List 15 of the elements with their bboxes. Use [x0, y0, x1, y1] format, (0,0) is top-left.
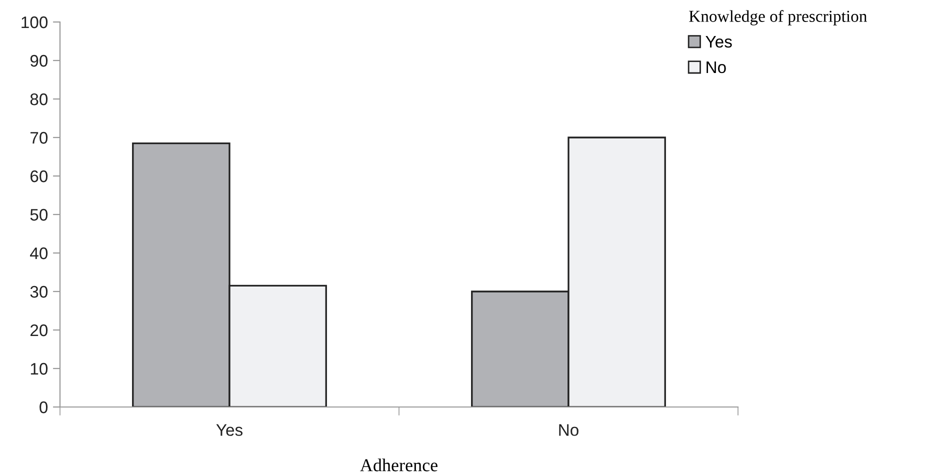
y-tick-label: 10 — [30, 362, 48, 375]
y-tick-label: 40 — [30, 247, 48, 260]
legend-label: Yes — [706, 36, 732, 48]
x-axis-title: Adherence — [360, 458, 438, 472]
y-tick-label: 100 — [22, 16, 48, 28]
legend-label: No — [706, 62, 726, 74]
y-tick-label: 20 — [30, 324, 48, 336]
y-tick-label: 50 — [30, 208, 48, 221]
y-tick-label: 0 — [40, 401, 48, 414]
y-tick-label: 90 — [30, 54, 48, 67]
y-tick-label: 60 — [30, 170, 48, 182]
y-tick-label: 70 — [30, 132, 48, 144]
y-tick-label: 80 — [30, 93, 48, 106]
legend-title: Knowledge of prescription — [689, 10, 867, 26]
y-tick-label: 30 — [30, 286, 48, 298]
